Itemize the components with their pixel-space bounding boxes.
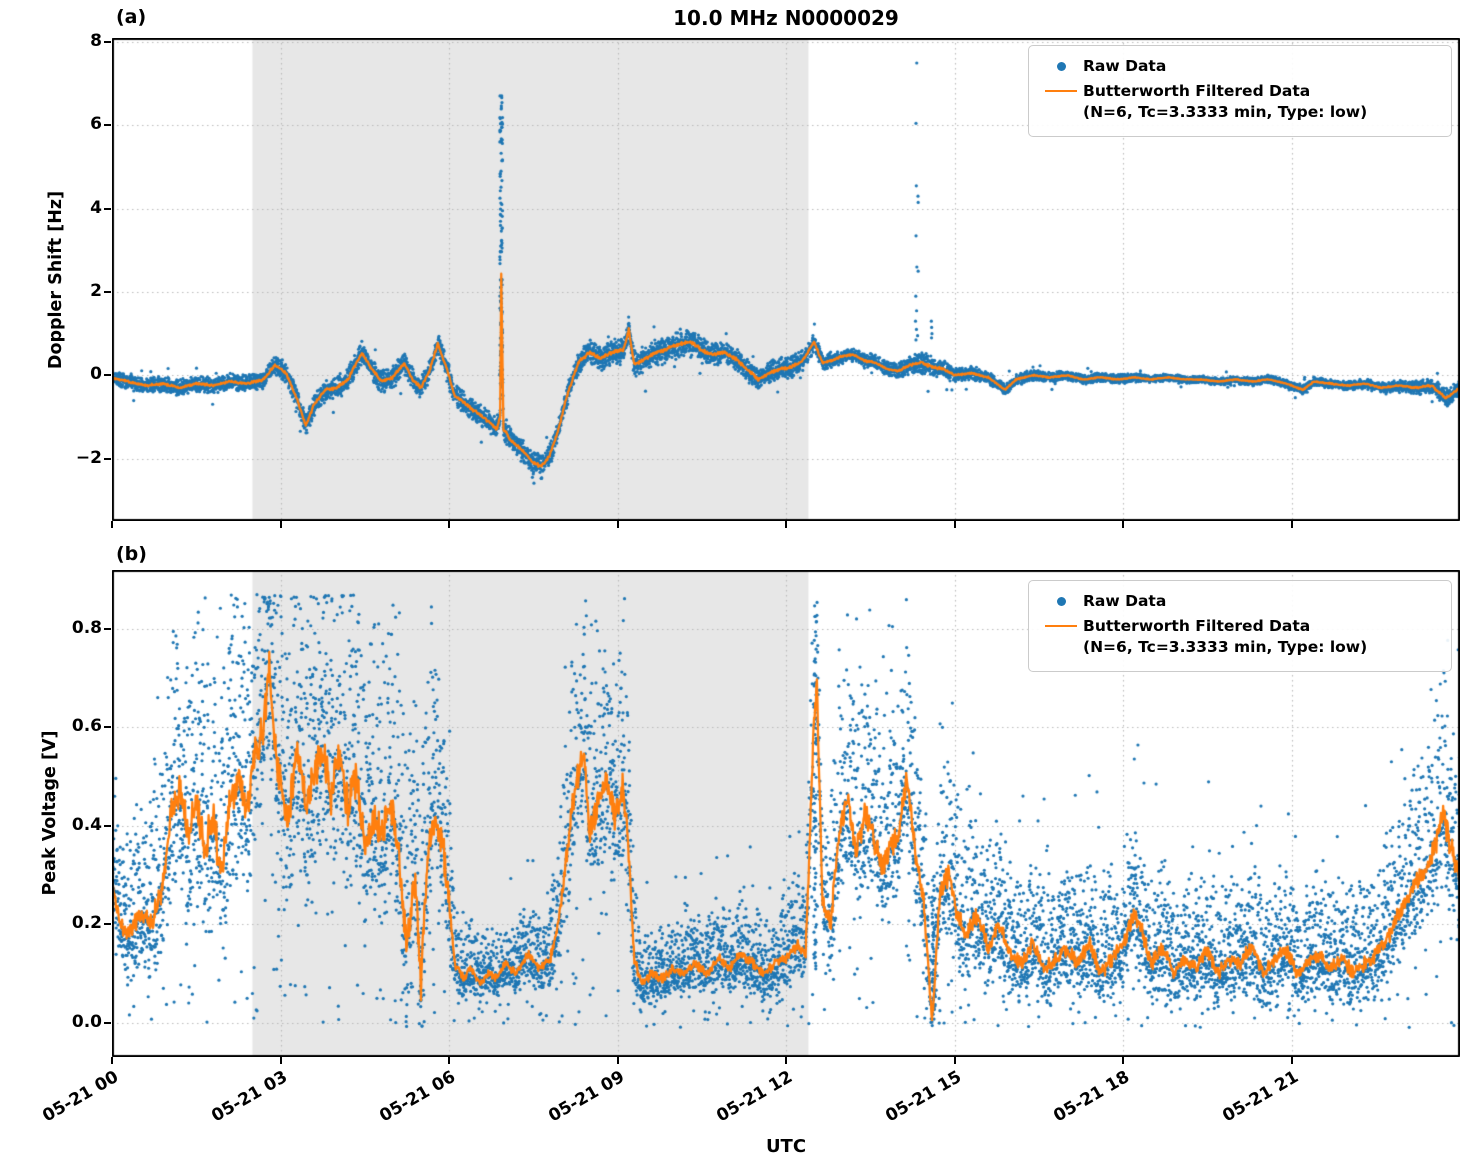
x-tick-mark — [1290, 1057, 1293, 1064]
y-tick-mark — [104, 923, 111, 926]
y-tick-label: 0.4 — [71, 814, 102, 835]
panel-b-letter: (b) — [116, 543, 147, 565]
y-tick-mark — [104, 1021, 111, 1024]
legend-raw-row: Raw Data — [1039, 56, 1441, 78]
y-tick-label: 2 — [90, 280, 102, 301]
y-tick-mark — [104, 726, 111, 729]
figure-title: 10.0 MHz N0000029 — [673, 6, 899, 30]
raw-data-dot-icon — [1056, 62, 1066, 72]
filtered-data-params: (N=6, Tc=3.3333 min, Type: low) — [1083, 638, 1368, 657]
y-tick-mark — [104, 207, 111, 210]
x-tick-mark — [616, 521, 619, 528]
filtered-data-label: Butterworth Filtered Data — [1083, 616, 1311, 635]
y-tick-mark — [104, 628, 111, 631]
y-tick-label: 0.2 — [71, 913, 102, 934]
x-tick-mark — [785, 521, 787, 528]
legend-panel-a: Raw Data Butterworth Filtered Data (N=6,… — [1028, 45, 1452, 138]
filtered-data-params: (N=6, Tc=3.3333 min, Type: low) — [1083, 103, 1368, 122]
panel-b-y-axis-label: Peak Voltage [V] — [40, 730, 60, 896]
x-tick-label: 05-21 18 — [1050, 1067, 1133, 1127]
x-tick-label: 05-21 21 — [1218, 1067, 1302, 1127]
x-tick-mark — [785, 1057, 787, 1064]
x-tick-mark — [1122, 521, 1124, 528]
x-tick-label: 05-21 03 — [207, 1067, 291, 1127]
x-axis-label: UTC — [765, 1136, 807, 1157]
y-tick-mark — [104, 824, 111, 827]
filtered-line-icon — [1045, 624, 1077, 627]
raw-data-label: Raw Data — [1083, 592, 1167, 610]
y-tick-label: 0 — [90, 364, 102, 385]
x-tick-label: 05-21 09 — [544, 1067, 628, 1127]
y-tick-label: 8 — [90, 31, 102, 52]
panel-a-letter: (a) — [116, 6, 147, 28]
y-tick-mark — [104, 457, 111, 460]
x-tick-mark — [448, 521, 450, 528]
y-tick-mark — [104, 374, 111, 377]
legend-panel-b: Raw Data Butterworth Filtered Data (N=6,… — [1028, 580, 1452, 673]
x-tick-label: 05-21 06 — [376, 1067, 459, 1127]
y-tick-mark — [104, 290, 111, 293]
x-tick-mark — [279, 521, 282, 528]
x-tick-mark — [1290, 521, 1293, 528]
legend-filtered-row: Butterworth Filtered Data (N=6, Tc=3.333… — [1039, 616, 1441, 659]
x-tick-label: 05-21 00 — [39, 1067, 122, 1127]
y-tick-label: −2 — [75, 447, 102, 468]
y-tick-label: 0.0 — [71, 1011, 102, 1032]
raw-data-label: Raw Data — [1083, 57, 1167, 75]
legend-raw-row: Raw Data — [1039, 591, 1441, 613]
x-tick-label: 05-21 15 — [881, 1067, 965, 1127]
x-tick-mark — [111, 1057, 113, 1064]
y-tick-label: 0.8 — [71, 618, 102, 639]
y-tick-mark — [104, 41, 111, 44]
x-tick-mark — [448, 1057, 450, 1064]
y-tick-label: 0.6 — [71, 716, 102, 737]
x-tick-mark — [953, 521, 956, 528]
x-tick-mark — [616, 1057, 619, 1064]
filtered-line-icon — [1045, 89, 1077, 92]
x-tick-mark — [279, 1057, 282, 1064]
raw-data-dot-icon — [1056, 597, 1066, 607]
x-tick-mark — [1122, 1057, 1124, 1064]
x-tick-mark — [953, 1057, 956, 1064]
y-tick-mark — [104, 124, 111, 127]
y-tick-label: 4 — [90, 197, 102, 218]
y-tick-label: 6 — [90, 114, 102, 135]
x-tick-mark — [111, 521, 113, 528]
x-tick-label: 05-21 12 — [713, 1067, 796, 1127]
legend-filtered-row: Butterworth Filtered Data (N=6, Tc=3.333… — [1039, 81, 1441, 124]
filtered-data-label: Butterworth Filtered Data — [1083, 81, 1311, 100]
